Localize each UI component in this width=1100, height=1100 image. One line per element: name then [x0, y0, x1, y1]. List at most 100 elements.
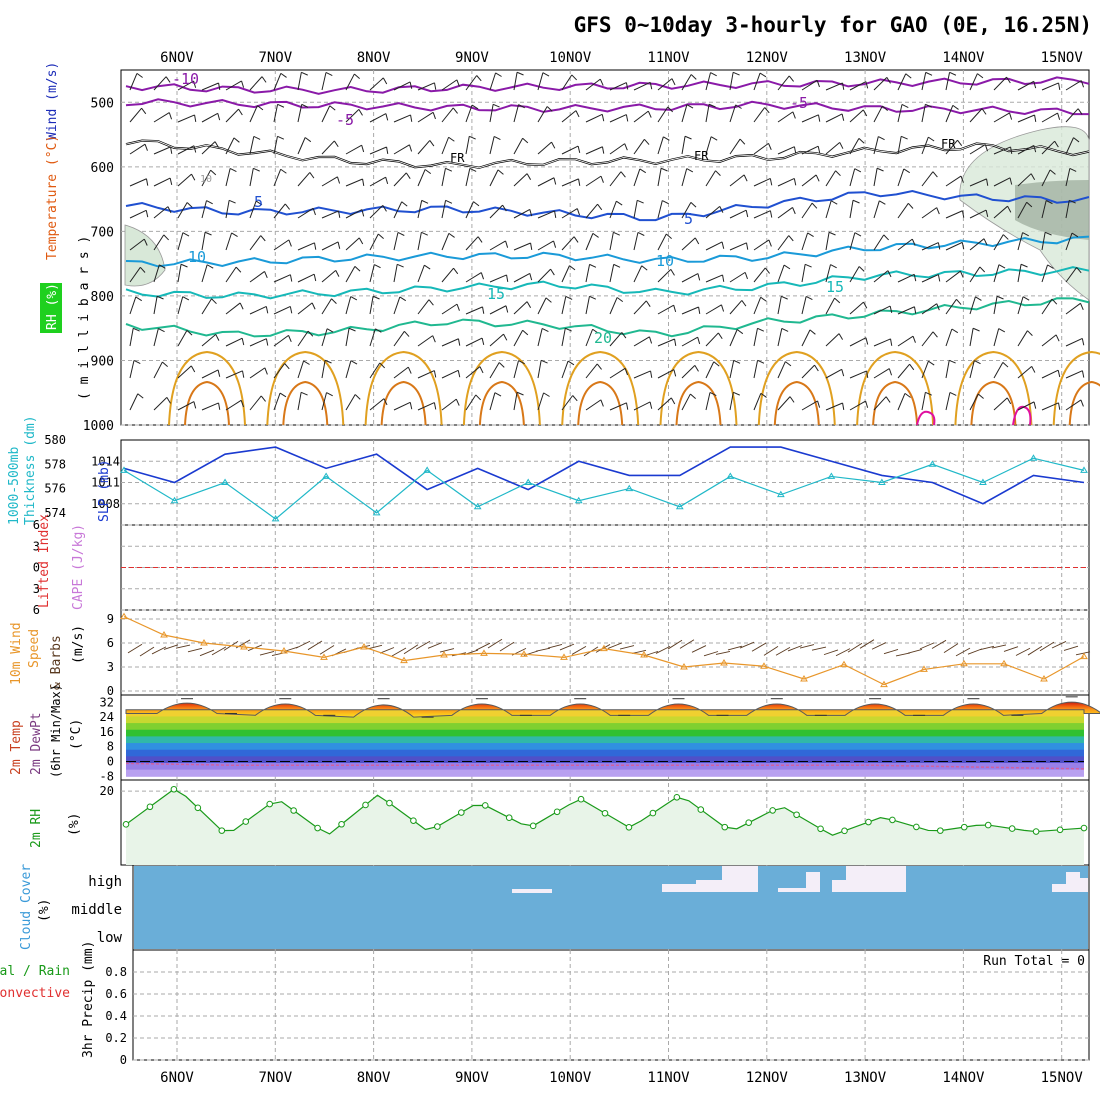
barb-shaft [801, 329, 811, 347]
wind-barb [825, 402, 845, 411]
wind10m-barb [283, 646, 299, 652]
wind-barb [321, 298, 337, 315]
warm-contour-inner [282, 380, 329, 426]
barb-shaft [969, 266, 981, 283]
barb-shaft [441, 79, 458, 91]
barb-flag [336, 176, 341, 184]
barb-flag [878, 136, 885, 141]
wind-barb [1041, 334, 1060, 347]
barb-shaft [1065, 302, 1081, 315]
wind-barb [273, 103, 285, 123]
warm-contour [561, 350, 640, 426]
wind-barb [129, 393, 144, 411]
barb-flag [526, 301, 532, 308]
thickness-point [221, 478, 229, 485]
wind-barb [489, 169, 504, 187]
barb-shaft [297, 330, 309, 347]
wind-barb [753, 177, 773, 187]
barb-shaft [873, 234, 885, 251]
wind10m-barb [379, 647, 395, 654]
barb-flag [452, 107, 458, 114]
wind-barb [441, 369, 461, 379]
barb-shaft [705, 205, 721, 219]
barb-shaft [273, 203, 286, 219]
barb-shaft [297, 302, 313, 315]
barb-shaft [345, 73, 355, 91]
barb-flag [1049, 169, 1056, 175]
wind-barb [465, 75, 482, 91]
barb-shaft [801, 296, 807, 315]
wind-barb [273, 203, 290, 219]
cloud-middle-label: middle [71, 902, 122, 918]
barb-flag [1069, 199, 1076, 204]
rh2m-unit: (%) [67, 813, 82, 836]
barb-shaft [777, 235, 790, 251]
wind-barb [537, 268, 555, 283]
barb-flag [624, 368, 628, 376]
barb-shaft [201, 82, 219, 91]
wind-barb [417, 82, 437, 91]
barb-shaft [897, 306, 915, 315]
barb-shaft [249, 76, 263, 91]
barb-shaft [609, 143, 626, 155]
wind-barb [417, 264, 431, 283]
temp-band [126, 756, 1084, 764]
barb-flag [985, 209, 989, 218]
wind10m-barb [571, 645, 587, 655]
barb-shaft [537, 141, 552, 155]
wind10m-barb [715, 650, 731, 655]
chart-title: GFS 0~10day 3-hourly for GAO (0E, 16.25N… [574, 13, 1092, 37]
barb-flag [522, 137, 529, 144]
thickness-point [372, 508, 381, 516]
wind10m-point [120, 612, 128, 620]
wind-barb [177, 365, 196, 379]
isotherm-15 [125, 266, 1090, 300]
barb-shaft [561, 395, 574, 411]
wind-barb [441, 338, 461, 347]
wind-barb [633, 168, 647, 187]
barb-shaft [369, 296, 374, 315]
wind-barb [201, 200, 213, 219]
wind-barb [321, 269, 340, 283]
barb-shaft [177, 264, 182, 283]
barb-shaft [681, 273, 699, 283]
wind10m-point [400, 656, 408, 664]
wind-barb [513, 391, 524, 411]
barb-flag [453, 267, 459, 275]
wind-barb [465, 236, 483, 251]
wind-barb [729, 300, 747, 315]
wind10m-barb [991, 644, 1007, 649]
wind-barb [321, 359, 332, 379]
thickness-point [1080, 466, 1088, 473]
barb-flag [526, 173, 532, 180]
barb-flag [830, 264, 837, 269]
wind-barb [177, 80, 197, 91]
wind-barb [153, 264, 166, 283]
barb-flag [325, 71, 333, 76]
barb-shaft [801, 364, 815, 379]
barb-shaft [465, 75, 478, 91]
barb-flag [518, 360, 525, 365]
wind-barb [297, 172, 315, 187]
barb-flag [697, 273, 701, 281]
barb-flag [137, 393, 144, 399]
wind10m-barb [895, 652, 911, 657]
barb-shaft [177, 401, 195, 411]
wind10m-barb [127, 643, 143, 654]
wind-barb [369, 362, 386, 379]
barb-shaft [393, 366, 409, 379]
barb-shaft [897, 104, 903, 123]
barb-shaft [297, 242, 315, 251]
warm-contour-inner [577, 380, 624, 426]
wind-barb [465, 167, 477, 187]
barb-shaft [489, 333, 504, 347]
barb-shaft [393, 114, 411, 123]
wind10m-barb [691, 645, 707, 653]
barb-shaft [1065, 80, 1082, 91]
barb-shaft [1065, 200, 1070, 219]
barb-shaft [537, 360, 542, 379]
barb-shaft [153, 206, 169, 219]
barb-flag [577, 145, 581, 153]
barb-shaft [705, 392, 711, 411]
wind-barb [1065, 232, 1079, 251]
